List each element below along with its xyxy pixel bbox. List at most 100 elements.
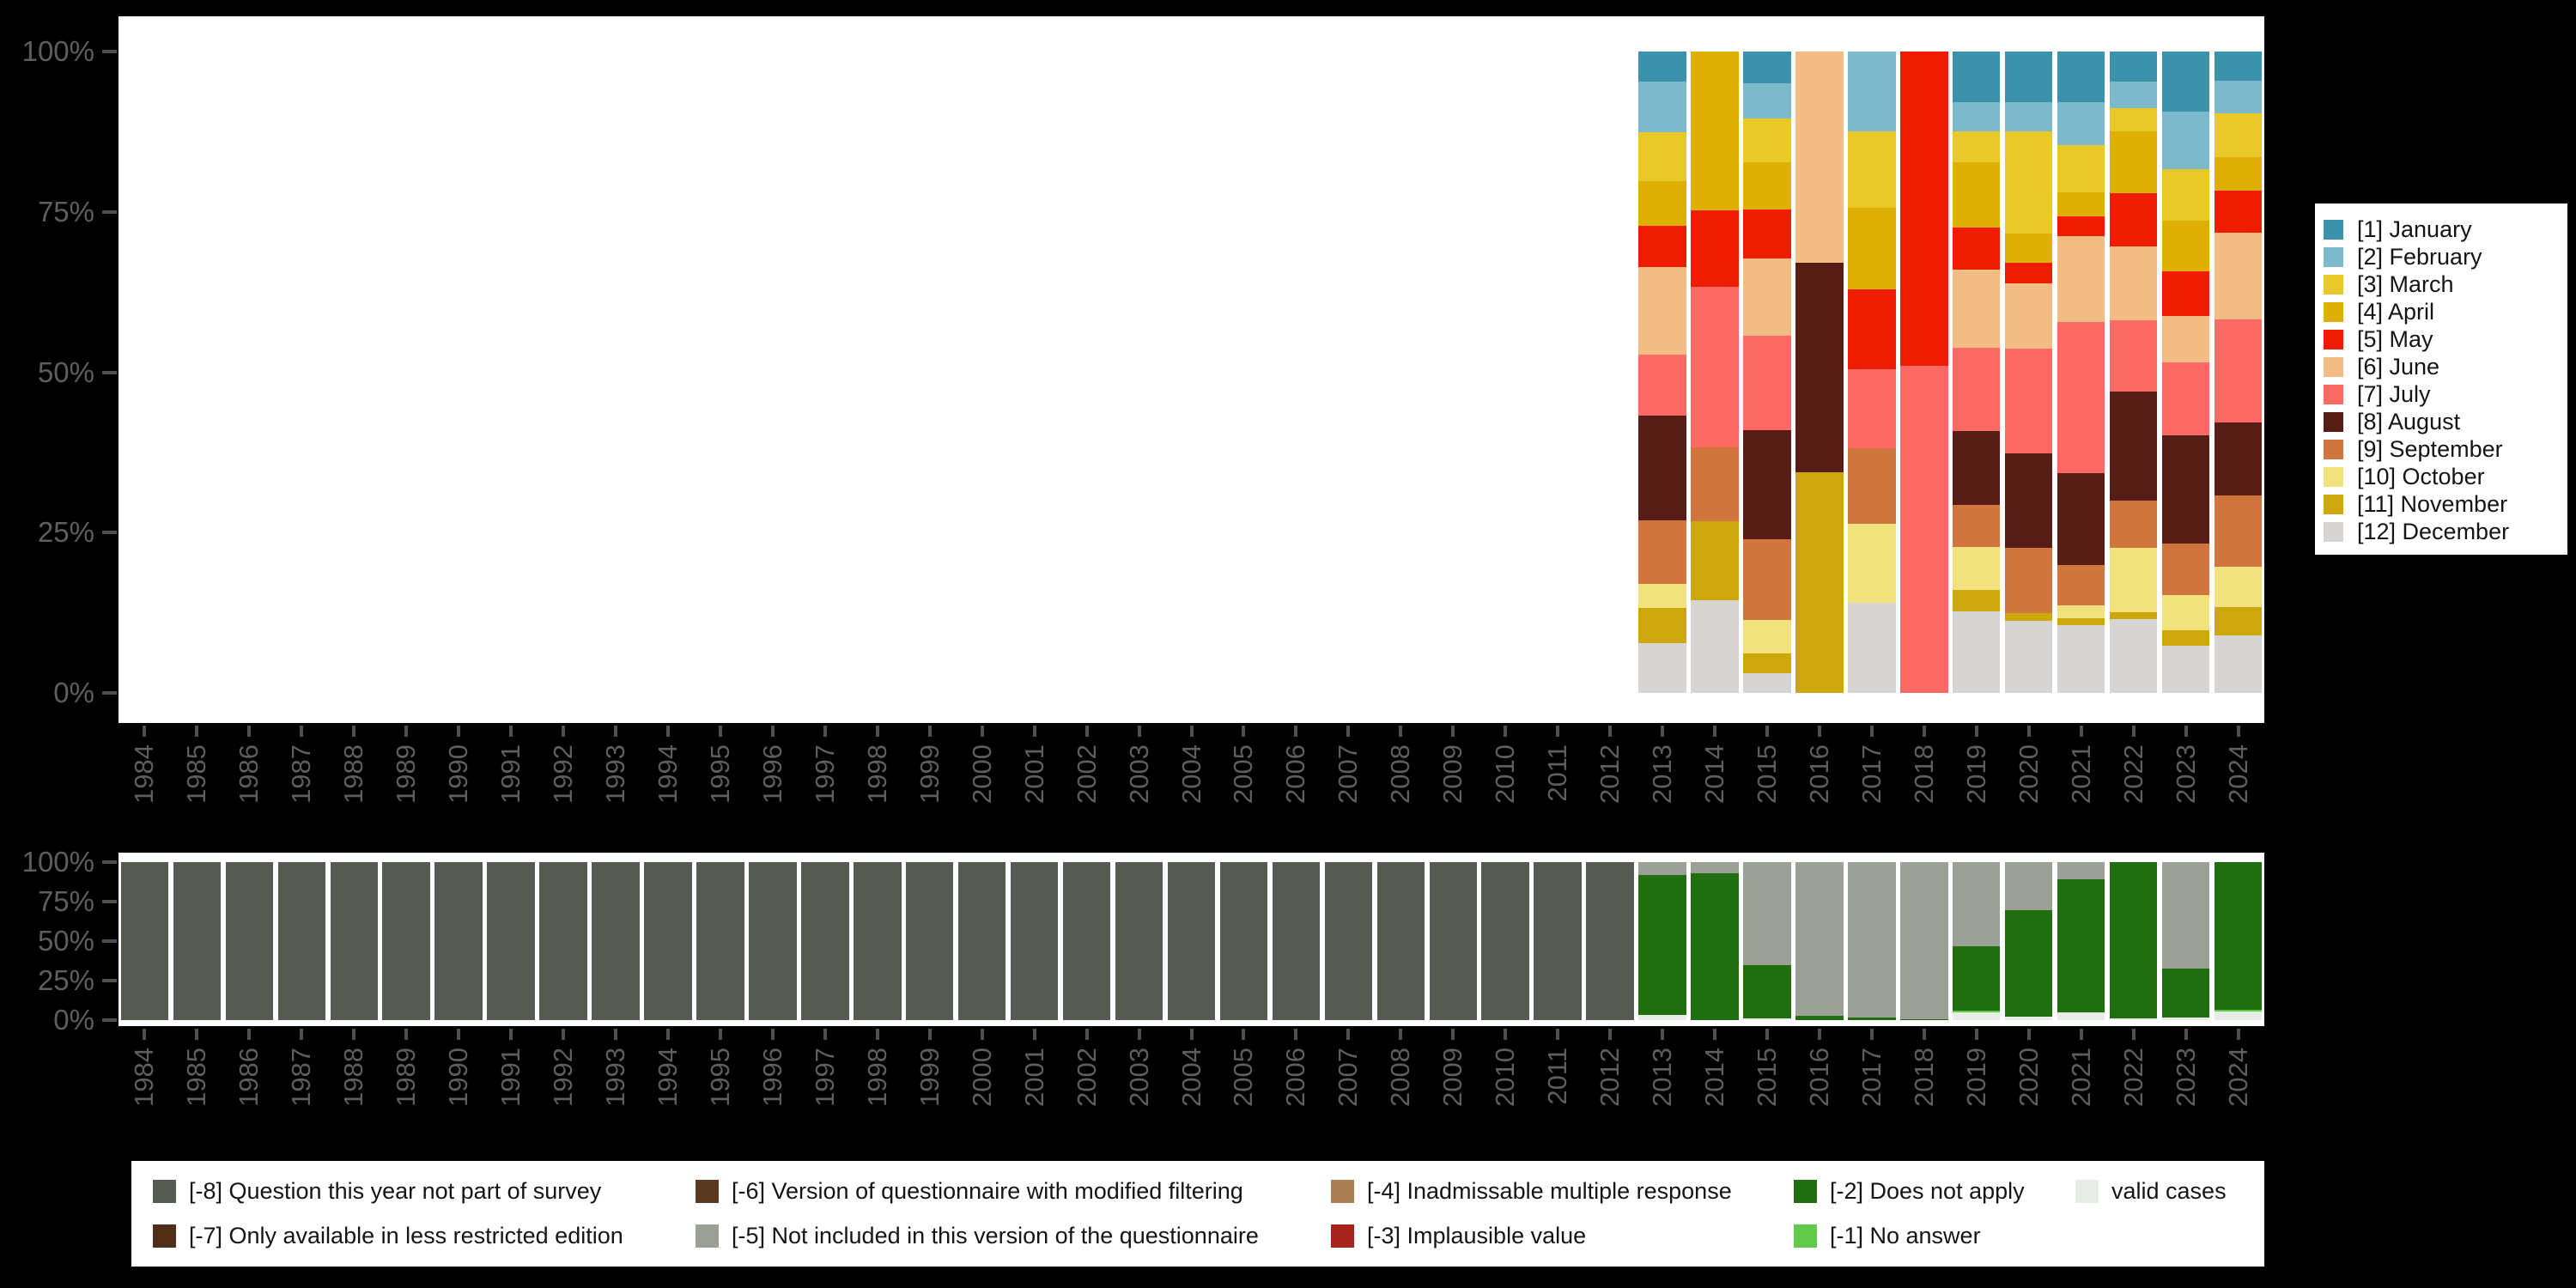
segment-2014-[12] December [1691, 599, 1739, 693]
bar-2014 [1691, 52, 1739, 693]
bar-1999 [906, 862, 954, 1020]
bottom-chart-x-label-2014: 2014 [1699, 1048, 1729, 1107]
segment-2020-[9] September [2004, 548, 2053, 614]
bottom-chart-x-tick [1661, 1029, 1665, 1040]
bottom-chart-x-tick [1137, 1029, 1141, 1040]
top-chart-x-label-2011: 2011 [1542, 744, 1573, 802]
segment-2019-[7] July [1953, 348, 2001, 432]
months-legend-item: [5] May [2324, 325, 2567, 353]
top-chart-y-label: 100% [21, 35, 94, 67]
segment-2021-[5] May [2057, 216, 2105, 237]
segment-2022-[5] May [2109, 193, 2158, 247]
months-legend-label: [4] April [2357, 298, 2435, 325]
top-chart-x-tick [770, 726, 775, 737]
top-chart-x-label-2013: 2013 [1647, 744, 1678, 804]
segment-2019-[5] May [1953, 228, 2001, 270]
bar-2003 [1115, 862, 1163, 1020]
segment-2024-[9] September [2214, 495, 2263, 567]
top-chart-x-label-2023: 2023 [2170, 744, 2201, 804]
survey-month-bars-area [118, 52, 2264, 693]
segment-2021-[3] March [2057, 145, 2105, 192]
segment-2016-[8] August [1795, 262, 1844, 473]
bottom-chart-x-label-2010: 2010 [1490, 1048, 1521, 1107]
top-chart-y-label: 75% [37, 195, 94, 228]
months-legend-label: [7] July [2357, 380, 2431, 407]
top-chart-x-label-1993: 1993 [600, 744, 631, 804]
top-chart-x-label-1992: 1992 [548, 744, 579, 804]
segment-2022-[6] June [2109, 246, 2158, 320]
segment-2013-[3] March [1638, 132, 1686, 181]
segment-2019-[8] August [1953, 431, 2001, 506]
bottom-chart-x-label-1996: 1996 [756, 1048, 787, 1107]
top-chart-x-label-2001: 2001 [1018, 744, 1049, 804]
segment-2013-[7] July [1638, 354, 1686, 416]
top-chart-x-label-1986: 1986 [234, 744, 264, 804]
top-chart-x-tick [562, 726, 566, 737]
bar-1985 [173, 862, 222, 1020]
bottom-chart-x-tick [509, 1029, 513, 1040]
segment-2017-[4] April [1848, 208, 1896, 290]
bar-2001 [1010, 862, 1059, 1020]
top-chart-x-label-1998: 1998 [861, 744, 892, 804]
bottom-chart-x-label-2001: 2001 [1018, 1048, 1049, 1107]
bottom-chart-x-tick [665, 1029, 670, 1040]
bottom-chart-x-label-1985: 1985 [181, 1048, 212, 1107]
bottom-chart-x-label-2019: 2019 [1960, 1048, 1991, 1107]
bar-1994 [644, 862, 692, 1020]
bar-2024 [2214, 862, 2263, 1020]
legend-swatch-icon [2324, 219, 2343, 240]
missing-legend-label: [-3] Implausible value [1367, 1223, 1587, 1249]
top-chart-x-label-2009: 2009 [1437, 744, 1468, 804]
top-chart-x-label-2003: 2003 [1123, 744, 1154, 804]
bottom-chart-x-tick [927, 1029, 932, 1040]
bar-2020 [2004, 52, 2053, 693]
legend-swatch-icon [696, 1180, 719, 1203]
top-chart-y-label: 25% [37, 516, 94, 549]
legend-swatch-icon [1331, 1180, 1354, 1203]
top-chart-x-label-2017: 2017 [1856, 744, 1886, 804]
segment-2015-[2] February [1743, 82, 1791, 119]
bottom-chart-y-tick [102, 900, 117, 903]
top-chart-x-label-2019: 2019 [1960, 744, 1991, 804]
top-chart-x-tick [980, 726, 984, 737]
segment-2015-[-2] Does not apply [1743, 964, 1791, 1019]
segment-2019-[9] September [1953, 505, 2001, 548]
segment-2021-[1] January [2057, 52, 2105, 102]
bottom-chart-x-tick [1346, 1029, 1351, 1040]
legend-swatch-icon [2324, 384, 2343, 404]
segment-2020-[3] March [2004, 131, 2053, 234]
segment-2017-[7] July [1848, 368, 1896, 448]
segment-2002-[-8] Question this year not part of survey [1062, 862, 1111, 1020]
top-chart-x-label-2020: 2020 [2013, 744, 2044, 804]
segment-2023-[-2] Does not apply [2161, 969, 2210, 1018]
top-chart-x-label-1989: 1989 [391, 744, 422, 804]
segment-1999-[-8] Question this year not part of survey [906, 862, 954, 1020]
bottom-chart-x-tick [352, 1029, 356, 1040]
bottom-chart-x-tick [195, 1029, 199, 1040]
bar-1986 [225, 862, 274, 1020]
bar-1995 [696, 862, 744, 1020]
top-chart-x-tick [2079, 726, 2083, 737]
top-chart-x-label-1994: 1994 [652, 744, 683, 804]
bottom-chart-x-tick [2131, 1029, 2136, 1040]
bottom-chart-x-tick [1294, 1029, 1298, 1040]
bottom-chart-x-tick [2236, 1029, 2240, 1040]
segment-2020-[12] December [2004, 620, 2053, 693]
segment-2017-[2] February [1848, 52, 1896, 131]
bar-2019 [1953, 862, 2001, 1020]
top-chart-x-label-2006: 2006 [1280, 744, 1311, 804]
bottom-chart-x-label-1984: 1984 [129, 1048, 160, 1107]
legend-swatch-icon [2324, 274, 2343, 295]
segment-2024-[1] January [2214, 52, 2263, 81]
bottom-chart-x-tick [1869, 1029, 1874, 1040]
top-chart-x-tick [1137, 726, 1141, 737]
segment-2023-[3] March [2161, 168, 2210, 222]
bottom-chart-x-label-2013: 2013 [1647, 1048, 1678, 1107]
segment-2024-[10] October [2214, 566, 2263, 607]
segment-2017-[5] May [1848, 289, 1896, 369]
bottom-chart-y-label: 75% [37, 885, 94, 917]
legend-swatch-icon [1794, 1224, 1817, 1248]
months-legend-item: [2] February [2324, 243, 2567, 270]
segment-2023-[5] May [2161, 271, 2210, 317]
